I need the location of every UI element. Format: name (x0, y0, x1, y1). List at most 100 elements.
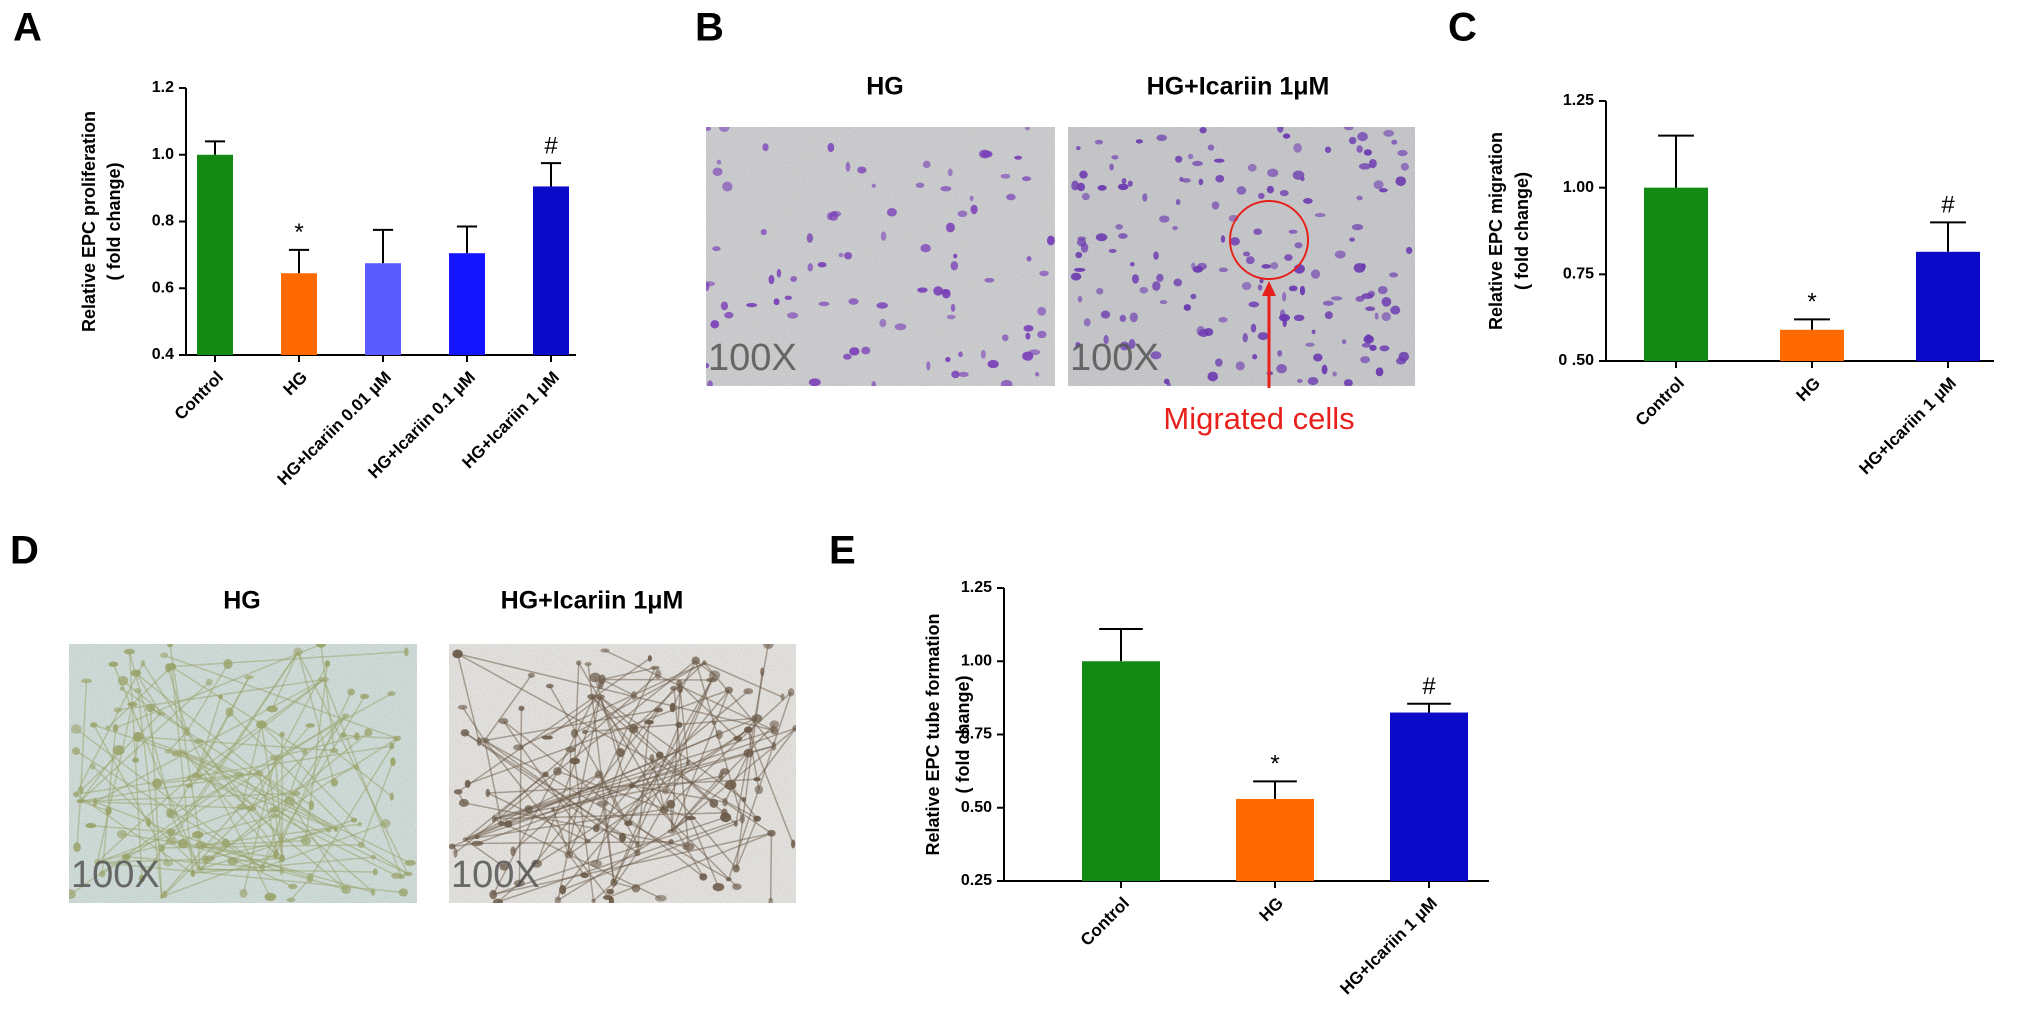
tube (323, 679, 403, 877)
cell (624, 820, 633, 827)
tube (678, 682, 739, 740)
tube (587, 663, 615, 883)
cell (776, 268, 782, 278)
tube (200, 839, 306, 846)
tube (195, 696, 222, 776)
y-axis-label: Relative EPC tube formation (923, 613, 943, 855)
cell (1334, 250, 1346, 259)
tube (142, 662, 188, 732)
panel-label: D (10, 529, 39, 573)
cell (1241, 282, 1252, 291)
bar (449, 253, 485, 355)
cell (1279, 190, 1289, 197)
cell (1307, 377, 1319, 386)
tube (94, 801, 149, 824)
tube (197, 834, 201, 870)
cell (947, 168, 953, 177)
cell (1400, 162, 1409, 171)
tube (462, 706, 486, 741)
cell (290, 790, 301, 796)
cell (1348, 136, 1357, 145)
tube (101, 715, 346, 875)
x-tick-label: HG+Icariin 1 μM (1336, 894, 1441, 999)
tube (163, 654, 398, 740)
cell (1156, 273, 1164, 282)
cell (1159, 300, 1168, 305)
cell (387, 691, 396, 697)
tube (467, 689, 730, 785)
tube (729, 784, 758, 820)
y-axis-label: Relative EPC proliferation (79, 111, 99, 332)
cell (1119, 314, 1127, 322)
tube (671, 770, 726, 832)
cell (984, 277, 995, 283)
tube (75, 745, 392, 796)
cell (712, 882, 725, 892)
cell (518, 705, 525, 711)
cell (1321, 364, 1328, 375)
tube (578, 662, 704, 878)
tube (241, 724, 263, 807)
cell (108, 661, 119, 667)
tube (518, 662, 705, 749)
tube (297, 651, 409, 875)
cell (1117, 183, 1129, 191)
cell (958, 371, 969, 378)
cell (1305, 342, 1315, 347)
cell (1276, 364, 1287, 374)
significance-marker: * (1807, 289, 1816, 316)
tube (309, 737, 398, 879)
cell (1199, 127, 1207, 134)
tube (121, 687, 188, 733)
cell (1270, 261, 1279, 270)
tube (79, 680, 88, 802)
tube (518, 708, 523, 884)
cell (879, 318, 887, 328)
cell (542, 771, 549, 778)
cell (1311, 329, 1316, 335)
cell (760, 667, 765, 677)
tube (97, 858, 206, 863)
bar (533, 186, 569, 355)
cell (1248, 301, 1260, 308)
cell (1075, 251, 1083, 259)
tube (186, 663, 229, 732)
bar (197, 154, 233, 355)
cell (826, 212, 833, 221)
cell (1039, 270, 1049, 277)
magnification: 100X (1070, 337, 1159, 379)
image-title: HG+Icariin 1μM (501, 587, 684, 615)
cell (1181, 178, 1191, 183)
tube (456, 653, 480, 742)
tube (169, 645, 202, 846)
image-title: HG (223, 587, 261, 615)
cell (926, 361, 931, 371)
cells (449, 644, 796, 903)
cell (1236, 186, 1247, 195)
cell (1046, 235, 1055, 246)
cell (1355, 295, 1365, 302)
cell (1288, 229, 1298, 234)
x-tick-label: Control (1632, 374, 1688, 430)
tube (464, 808, 665, 841)
tube (621, 709, 660, 774)
cell (1390, 305, 1401, 315)
cell (844, 252, 853, 260)
cell (647, 655, 653, 662)
cell (1100, 310, 1111, 319)
cell (720, 301, 729, 311)
y-tick-label: 0.4 (152, 346, 174, 363)
cell (1229, 237, 1240, 246)
y-tick-label: 1.25 (961, 579, 992, 596)
tube (128, 651, 174, 815)
cell (1300, 176, 1305, 182)
cell (1363, 149, 1372, 156)
cell (1095, 233, 1108, 242)
tube (673, 688, 690, 847)
cell (1379, 345, 1390, 352)
cell (871, 381, 877, 386)
annotation-label: Migrated cells (1163, 401, 1354, 436)
cell (370, 854, 377, 860)
cell (1077, 236, 1087, 241)
